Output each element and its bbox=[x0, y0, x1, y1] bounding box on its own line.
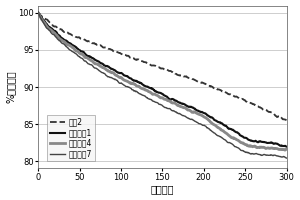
比较实例4 bbox=[240, 142, 244, 144]
实例2 bbox=[37, 12, 40, 14]
Line: 比较实例7: 比较实例7 bbox=[38, 12, 286, 158]
比较实例1 bbox=[171, 98, 174, 100]
比较实例4 bbox=[37, 12, 40, 14]
实例2 bbox=[184, 75, 188, 77]
比较实例7 bbox=[240, 149, 244, 152]
比较实例7 bbox=[37, 11, 40, 13]
实例2 bbox=[171, 71, 174, 73]
实例2 bbox=[279, 115, 282, 118]
比较实例1 bbox=[285, 145, 288, 148]
Line: 比较实例4: 比较实例4 bbox=[38, 13, 286, 150]
比较实例1 bbox=[279, 145, 282, 147]
Y-axis label: %容量保留: %容量保留 bbox=[6, 71, 16, 103]
Line: 比较实例1: 比较实例1 bbox=[38, 13, 286, 147]
比较实例7 bbox=[285, 157, 288, 159]
实例2 bbox=[154, 65, 158, 67]
比较实例4 bbox=[285, 148, 288, 150]
比较实例7 bbox=[154, 101, 158, 104]
比较实例4 bbox=[283, 149, 287, 151]
实例2 bbox=[240, 98, 244, 100]
比较实例7 bbox=[184, 116, 188, 118]
X-axis label: 循环次数: 循环次数 bbox=[151, 184, 174, 194]
比较实例1 bbox=[37, 12, 40, 14]
比较实例7 bbox=[156, 102, 160, 104]
比较实例1 bbox=[184, 104, 188, 107]
比较实例7 bbox=[279, 155, 282, 158]
实例2 bbox=[285, 119, 288, 122]
实例2 bbox=[156, 65, 160, 68]
比较实例4 bbox=[184, 107, 188, 110]
比较实例4 bbox=[171, 102, 174, 104]
比较实例4 bbox=[279, 148, 282, 151]
比较实例4 bbox=[156, 94, 160, 97]
比较实例4 bbox=[154, 94, 158, 96]
Line: 实例2: 实例2 bbox=[38, 13, 286, 120]
Legend: 实例2, 比较实例1, 比较实例4, 比较实例7: 实例2, 比较实例1, 比较实例4, 比较实例7 bbox=[47, 115, 95, 161]
比较实例1 bbox=[154, 90, 158, 93]
比较实例7 bbox=[171, 110, 174, 112]
比较实例1 bbox=[240, 135, 244, 137]
比较实例1 bbox=[156, 91, 160, 93]
